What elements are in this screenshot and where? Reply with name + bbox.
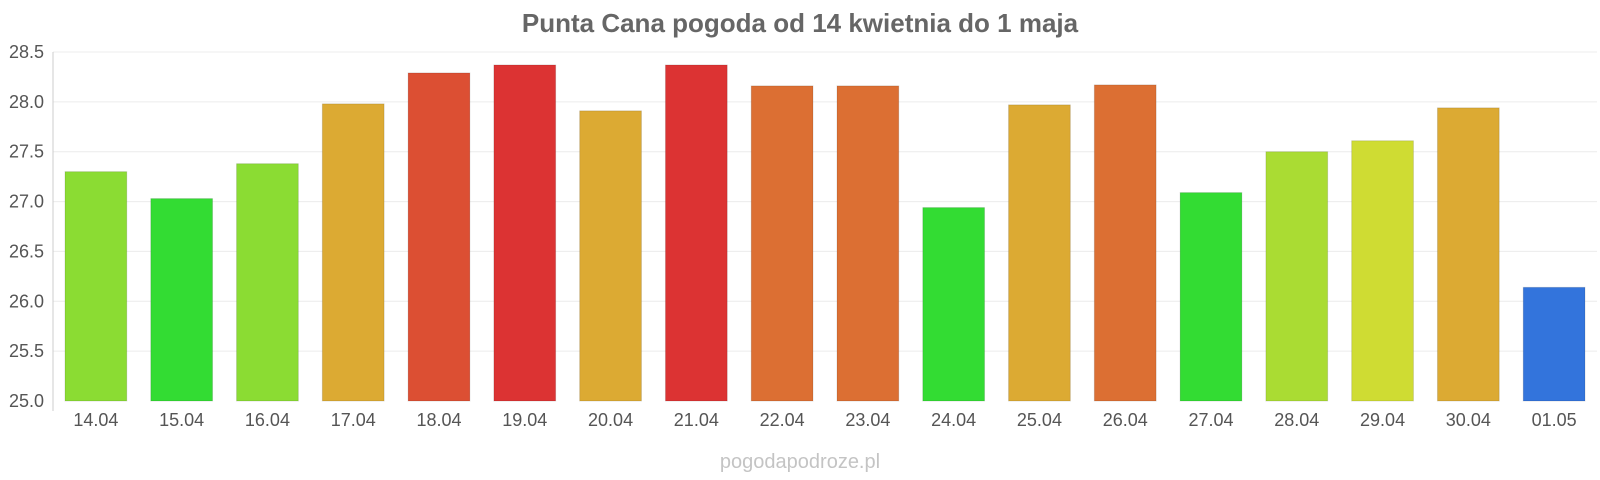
x-tick-label: 17.04	[331, 410, 376, 430]
x-tick-label: 15.04	[159, 410, 204, 430]
bar-27.04	[1179, 192, 1243, 402]
bars	[64, 64, 1586, 402]
x-tick-label: 21.04	[674, 410, 719, 430]
bar-14.04	[64, 171, 128, 402]
bar-15.04	[150, 198, 214, 402]
y-axis-ticks: 25.0 25.5 26.0 26.5 27.0 27.5 28.0 28.5	[9, 42, 44, 411]
watermark: pogodapodroze.pl	[720, 451, 880, 473]
bar-28.04	[1265, 151, 1329, 402]
x-tick-label: 30.04	[1446, 410, 1491, 430]
x-tick-label: 19.04	[502, 410, 547, 430]
bar-01.05	[1522, 286, 1586, 402]
x-tick-label: 25.04	[1017, 410, 1062, 430]
bar-20.04	[579, 110, 642, 402]
x-tick-label: 27.04	[1188, 410, 1233, 430]
x-tick-label: 26.04	[1103, 410, 1148, 430]
x-tick-label: 24.04	[931, 410, 976, 430]
x-axis-ticks: 14.04 15.04 16.04 17.04 18.04 19.04 20.04 21.04…	[73, 410, 1576, 430]
bar-22.04	[750, 85, 814, 402]
y-tick-label: 26.0	[9, 291, 44, 311]
y-tick-label: 28.0	[9, 92, 44, 112]
x-tick-label: 20.04	[588, 410, 633, 430]
bar-26.04	[1093, 84, 1157, 402]
y-tick-label: 25.0	[9, 391, 44, 411]
bar-23.04	[836, 85, 900, 402]
x-tick-label: 14.04	[73, 410, 118, 430]
x-tick-label: 16.04	[245, 410, 290, 430]
bar-19.04	[493, 64, 557, 402]
bar-24.04	[922, 207, 986, 402]
x-tick-label: 28.04	[1274, 410, 1319, 430]
x-tick-label: 23.04	[845, 410, 890, 430]
y-tick-label: 27.5	[9, 142, 44, 162]
y-tick-label: 27.0	[9, 192, 44, 212]
y-tick-label: 26.5	[9, 241, 44, 261]
x-tick-label: 22.04	[760, 410, 805, 430]
y-tick-label: 25.5	[9, 341, 44, 361]
y-tick-label: 28.5	[9, 42, 44, 62]
bar-30.04	[1436, 107, 1500, 402]
grid-lines	[53, 51, 1597, 352]
x-tick-label: 01.05	[1532, 410, 1577, 430]
x-tick-label: 29.04	[1360, 410, 1405, 430]
bar-21.04	[664, 64, 728, 402]
bar-18.04	[407, 72, 471, 402]
chart-title: Punta Cana pogoda od 14 kwietnia do 1 ma…	[522, 8, 1079, 38]
bar-25.04	[1008, 104, 1071, 402]
bar-29.04	[1351, 140, 1414, 402]
bar-17.04	[321, 103, 385, 402]
x-tick-label: 18.04	[416, 410, 461, 430]
bar-16.04	[236, 163, 299, 402]
